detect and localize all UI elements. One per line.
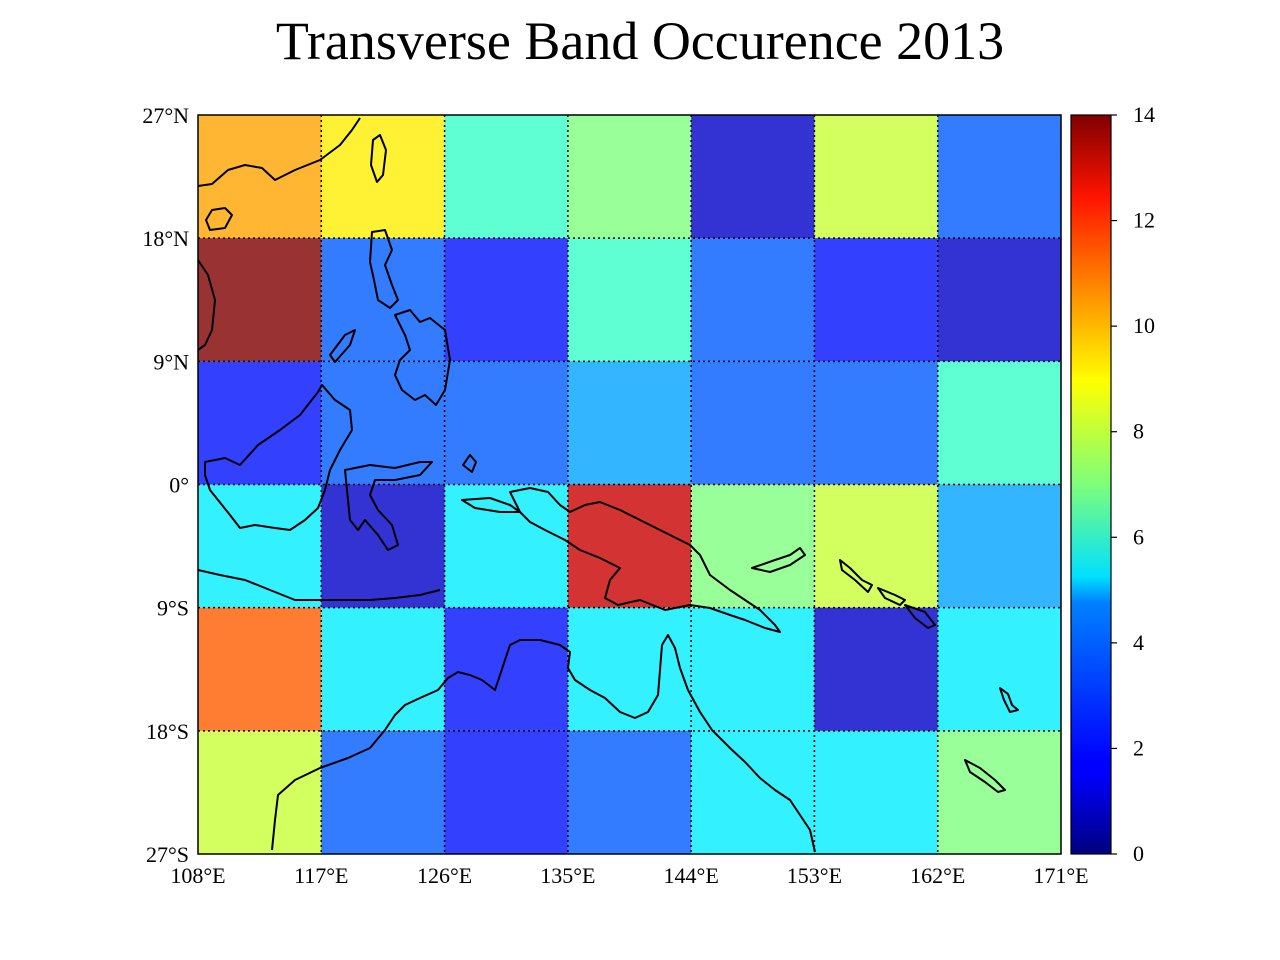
coastline-solomon-islands — [839, 559, 936, 629]
heatmap-cell — [814, 361, 938, 485]
y-tick-label: 0° — [169, 473, 189, 498]
coastline-taiwan — [370, 134, 387, 183]
heatmap-cell — [321, 607, 445, 731]
heatmap-cell — [567, 484, 692, 608]
coastline-borneo — [204, 384, 353, 531]
coastline-indochina — [198, 259, 216, 351]
heatmap-cell — [814, 238, 938, 362]
colorbar-tick-label: 0 — [1133, 841, 1144, 866]
heatmap-cell — [198, 361, 322, 485]
heatmap-cells — [198, 115, 1061, 854]
heatmap-cell — [691, 730, 815, 854]
heatmap-cell — [937, 115, 1061, 239]
x-tick-label: 144°E — [664, 863, 719, 888]
y-tick-label: 27°S — [146, 842, 189, 867]
coastline-sulawesi — [344, 461, 433, 551]
heatmap-cell — [691, 361, 815, 485]
heatmap-cell — [198, 484, 322, 608]
coastline-china — [198, 117, 361, 187]
heatmap-cell — [937, 484, 1061, 608]
y-tick-label: 18°S — [146, 719, 189, 744]
x-tick-label: 153°E — [787, 863, 842, 888]
heatmap-cell — [198, 238, 322, 362]
x-tick-label: 171°E — [1033, 863, 1088, 888]
heatmap-cell — [444, 115, 568, 239]
heatmap-cell — [814, 607, 938, 731]
heatmap-cell — [814, 484, 938, 608]
y-tick-label: 27°N — [142, 103, 189, 128]
heatmap-cell — [567, 115, 692, 239]
heatmap-cell — [814, 730, 938, 854]
heatmap-cell — [691, 115, 815, 239]
coastline-australia — [271, 634, 816, 853]
y-tick-label: 18°N — [142, 226, 189, 251]
map-frame — [197, 114, 1062, 855]
coastline-new-caledonia — [964, 759, 1006, 793]
chart-title: Transverse Band Occurence 2013 — [275, 11, 1005, 71]
heatmap-cell — [444, 607, 568, 731]
heatmap-cell — [691, 484, 815, 608]
coastline-layer — [198, 117, 1019, 853]
heatmap-cell — [814, 115, 938, 239]
coastline-new-guinea — [509, 487, 781, 633]
colorbar-tick-label: 6 — [1133, 524, 1144, 549]
heatmap-cell — [444, 238, 568, 362]
heatmap-cell — [937, 607, 1061, 731]
colorbar-tick-label: 2 — [1133, 735, 1144, 760]
coastline-vanuatu — [999, 687, 1019, 713]
map-gridlines — [198, 115, 1061, 854]
heatmap-cell — [198, 730, 322, 854]
colorbar-tick-label: 14 — [1133, 102, 1155, 127]
heatmap-cell — [691, 238, 815, 362]
colorbar-ticks: 0 2 4 6 8 10 12 14 — [1111, 102, 1155, 866]
x-tick-label: 135°E — [540, 863, 595, 888]
x-tick-label: 108°E — [170, 863, 225, 888]
heatmap-cell — [567, 238, 692, 362]
heatmap-cell — [444, 361, 568, 485]
x-tick-label: 117°E — [294, 863, 348, 888]
heatmap-cell — [321, 484, 445, 608]
heatmap-cell — [198, 607, 322, 731]
colorbar-tick-label: 10 — [1133, 313, 1155, 338]
heatmap-cell — [444, 730, 568, 854]
heatmap-cell — [198, 115, 322, 239]
heatmap-cell — [567, 730, 692, 854]
coastline-philippines-south — [394, 309, 451, 406]
heatmap-cell — [567, 361, 692, 485]
coastline-hainan — [205, 207, 233, 231]
coastline-halmahera — [462, 454, 477, 473]
heatmap-cell — [937, 238, 1061, 362]
coastline-new-britain — [751, 547, 806, 573]
coastline-philippines-luzon — [369, 229, 399, 309]
heatmap-cell — [691, 607, 815, 731]
colorbar-tick-label: 4 — [1133, 630, 1144, 655]
coastline-sumatra-java — [198, 569, 441, 601]
x-axis-ticks: 108°E 117°E 126°E 135°E 144°E 153°E 162°E 171°E — [170, 863, 1088, 888]
colorbar-tick-label: 12 — [1133, 208, 1155, 233]
y-tick-label: 9°N — [153, 349, 189, 374]
colorbar — [1070, 114, 1112, 855]
colorbar-tick-label: 8 — [1133, 419, 1144, 444]
y-tick-label: 9°S — [157, 596, 189, 621]
heatmap-cell — [321, 730, 445, 854]
heatmap-cell — [567, 607, 692, 731]
heatmap-cell — [321, 361, 445, 485]
y-axis-ticks: 27°N 18°N 9°N 0° 9°S 18°S 27°S — [142, 103, 189, 867]
heatmap-cell — [937, 361, 1061, 485]
x-tick-label: 126°E — [417, 863, 472, 888]
heatmap-cell — [444, 484, 568, 608]
x-tick-label: 162°E — [910, 863, 965, 888]
